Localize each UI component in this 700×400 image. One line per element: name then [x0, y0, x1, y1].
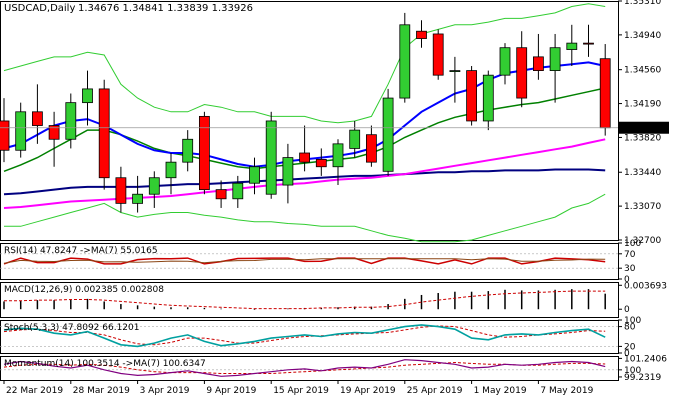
stoch-signal-line	[3, 325, 606, 346]
macd-signal-line	[4, 290, 606, 310]
macd-panel-frame	[0, 282, 619, 318]
stoch-y-tick-label: 80	[624, 323, 636, 333]
stoch-main-line	[3, 324, 606, 348]
bollinger-upper-line	[3, 3, 606, 124]
stoch-label: Stoch(5,3,3) 47.8092 66.1201	[4, 323, 139, 333]
candle-bull	[332, 143, 344, 168]
current-price-label: 1.33926	[624, 124, 661, 134]
candle-bear	[365, 134, 377, 163]
x-tick-label: 25 Apr 2019	[407, 386, 463, 396]
candle-bear	[198, 115, 210, 191]
x-tick-label: 28 Mar 2019	[73, 386, 130, 396]
candle-bear	[432, 33, 444, 76]
candle-bull	[232, 182, 244, 200]
candle-bear	[48, 125, 60, 140]
candle-bear	[599, 58, 611, 129]
x-tick-label: 3 Apr 2019	[140, 386, 190, 396]
momentum-main-line	[3, 359, 606, 377]
x-tick-label: 7 May 2019	[540, 386, 593, 396]
candle-bull	[349, 129, 361, 149]
momentum-y-tick-label: 99.2319	[624, 373, 661, 383]
candle-bull	[15, 111, 27, 151]
momentum-panel-frame	[0, 356, 619, 381]
rsi-line	[3, 257, 606, 265]
main-y-tick-label: 1.33820	[624, 133, 661, 143]
candle-bear	[215, 189, 227, 200]
candle-bear	[0, 120, 10, 151]
macd-label: MACD(12,26,9) 0.002385 0.002808	[4, 285, 164, 295]
candle-bear	[315, 159, 327, 168]
candle-bull	[382, 97, 394, 172]
main-y-tick-label: 1.34190	[624, 100, 661, 110]
current-price-badge	[619, 121, 669, 134]
candle-bear	[533, 56, 544, 71]
stoch-panel-frame	[0, 320, 619, 354]
x-tick-label: 19 Apr 2019	[340, 386, 396, 396]
candle-bull	[165, 161, 177, 179]
rsi-y-tick-label: 100	[624, 239, 641, 249]
candle-bull	[449, 70, 461, 72]
rsi-y-tick-label: 0	[624, 275, 630, 285]
candle-bull	[182, 138, 194, 163]
candle-bear	[32, 111, 43, 126]
x-tick-label: 22 Mar 2019	[6, 386, 63, 396]
candle-bull	[499, 47, 511, 76]
main-y-tick-label: 1.33440	[624, 168, 661, 178]
main-y-tick-label: 1.35310	[624, 0, 661, 7]
main-y-tick-label: 1.32700	[624, 236, 661, 246]
candle-bear	[466, 70, 478, 122]
main-y-tick-label: 1.34940	[624, 31, 661, 41]
symbol-label: USDCAD,Daily	[4, 3, 75, 14]
candle-bull	[249, 166, 260, 184]
candle-bull	[282, 157, 294, 186]
momentum-label: Momentum(14) 100.3514 ->MA(7) 100.6347	[4, 359, 206, 369]
stoch-y-tick-label: 100	[624, 316, 641, 326]
candle-bull	[265, 120, 277, 195]
main-y-tick-label: 1.33070	[624, 202, 661, 212]
candle-bear	[98, 88, 110, 179]
rsi-label: RSI(14) 47.8247 ->MA(7) 55.0165	[4, 246, 158, 256]
candle-bull	[132, 193, 144, 204]
ma-magenta-line	[3, 138, 606, 209]
candle-bull	[148, 177, 160, 195]
x-tick-label: 9 Apr 2019	[206, 386, 256, 396]
candle-bull	[482, 74, 494, 122]
candle-bull	[549, 47, 561, 71]
bollinger-lower-line	[4, 193, 606, 243]
macd-y-tick-label: 0.003693	[624, 281, 667, 291]
candle-bear	[583, 42, 594, 45]
candle-bull	[566, 42, 578, 50]
candle-bear	[516, 47, 528, 99]
macd-y-tick-label: 0	[624, 305, 630, 315]
stoch-y-tick-label: 20	[624, 342, 636, 352]
rsi-panel-frame	[0, 243, 619, 280]
candle-bull	[65, 102, 77, 140]
momentum-y-tick-label: 100	[624, 366, 641, 376]
rsi-y-tick-label: 70	[624, 250, 636, 260]
ma-navy-line	[3, 168, 606, 196]
candle-bear	[299, 152, 311, 163]
x-tick-label: 15 Apr 2019	[273, 386, 329, 396]
candle-bull	[82, 88, 93, 104]
rsi-ma-line	[3, 258, 606, 264]
candle-bear	[416, 30, 427, 39]
ohlc-label: 1.34676 1.34841 1.33839 1.33926	[78, 3, 253, 14]
rsi-y-tick-label: 30	[624, 264, 636, 274]
momentum-y-tick-label: 101.2406	[624, 354, 667, 364]
candle-bull	[399, 24, 411, 99]
x-tick-label: 1 May 2019	[474, 386, 527, 396]
main-y-tick-label: 1.34560	[624, 66, 661, 76]
stoch-y-tick-label: 0	[624, 349, 630, 359]
candle-bear	[115, 177, 127, 204]
